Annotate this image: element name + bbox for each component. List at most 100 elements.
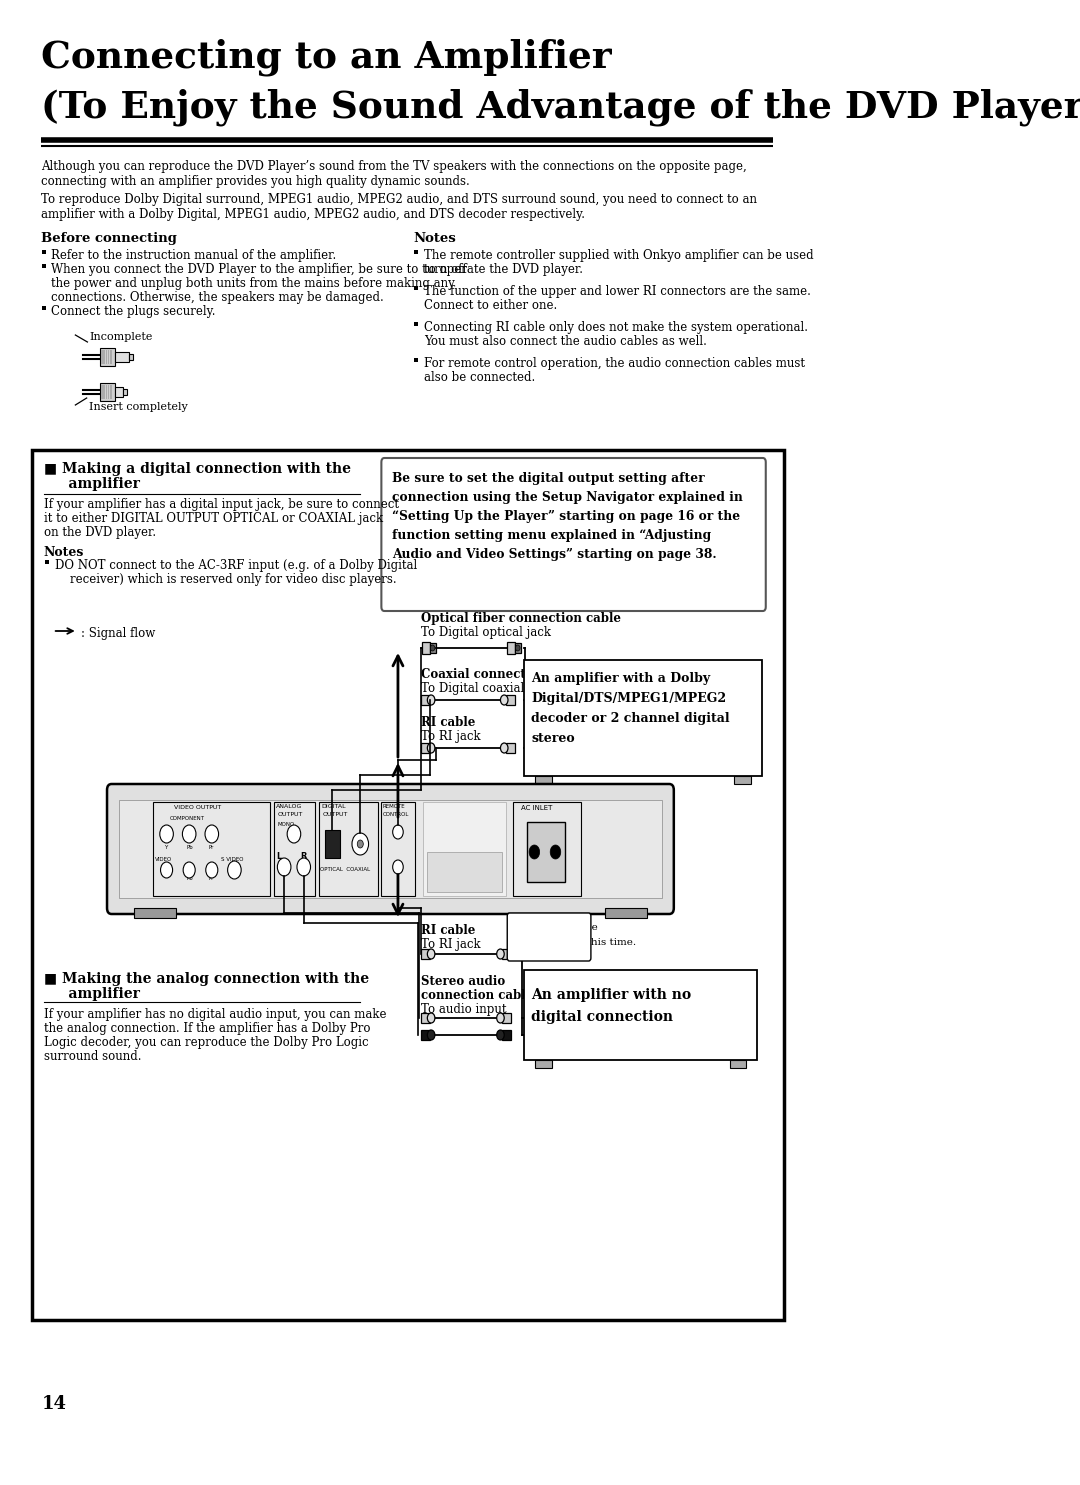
- Bar: [524, 659, 762, 777]
- Bar: [420, 1013, 430, 1023]
- Bar: [104, 350, 105, 364]
- Bar: [420, 742, 430, 753]
- Bar: [423, 802, 505, 895]
- Bar: [605, 907, 647, 918]
- Bar: [420, 1031, 430, 1040]
- Circle shape: [184, 861, 195, 878]
- Text: it to either DIGITAL OUTPUT OPTICAL or COAXIAL jack: it to either DIGITAL OUTPUT OPTICAL or C…: [43, 512, 382, 526]
- Circle shape: [428, 1013, 435, 1023]
- Text: connections. Otherwise, the speakers may be damaged.: connections. Otherwise, the speakers may…: [51, 291, 384, 304]
- Text: Connect the plugs securely.: Connect the plugs securely.: [51, 304, 216, 318]
- Circle shape: [393, 826, 403, 839]
- Bar: [527, 823, 565, 882]
- Text: To RI jack: To RI jack: [420, 939, 481, 950]
- Text: The function of the upper and lower RI connectors are the same.: The function of the upper and lower RI c…: [423, 285, 810, 298]
- Text: VIDEO: VIDEO: [154, 857, 172, 861]
- Text: on the DVD player.: on the DVD player.: [43, 526, 156, 539]
- Text: To Digital optical jack: To Digital optical jack: [420, 627, 551, 639]
- Text: Logic decoder, you can reproduce the Dolby Pro Logic: Logic decoder, you can reproduce the Dol…: [43, 1037, 368, 1048]
- Bar: [106, 385, 107, 399]
- Bar: [102, 350, 103, 364]
- Bar: [730, 1060, 746, 1068]
- Bar: [734, 777, 751, 784]
- Text: amplifier: amplifier: [43, 988, 139, 1001]
- Text: REMOTE: REMOTE: [383, 803, 405, 809]
- Text: To Digital coaxial jack: To Digital coaxial jack: [420, 682, 552, 695]
- Text: R: R: [300, 852, 307, 861]
- Text: DVD PLAYER: DVD PLAYER: [429, 826, 472, 832]
- Circle shape: [529, 845, 540, 858]
- Bar: [110, 385, 111, 399]
- Circle shape: [428, 742, 435, 753]
- Bar: [502, 949, 511, 959]
- Bar: [524, 970, 757, 1060]
- Circle shape: [428, 1031, 435, 1040]
- FancyBboxPatch shape: [107, 784, 674, 913]
- Circle shape: [183, 826, 195, 843]
- Text: You must also connect the audio cables as well.: You must also connect the audio cables a…: [423, 336, 706, 347]
- Text: Y: Y: [163, 845, 166, 849]
- Text: to operate the DVD player.: to operate the DVD player.: [423, 263, 582, 276]
- Bar: [422, 642, 430, 653]
- Bar: [108, 385, 109, 399]
- Bar: [104, 385, 105, 399]
- Bar: [515, 643, 521, 653]
- Circle shape: [278, 858, 291, 876]
- Text: OPTICAL  COAXIAL: OPTICAL COAXIAL: [321, 867, 370, 872]
- Text: CONTROL: CONTROL: [383, 812, 409, 817]
- Text: connection cable: connection cable: [420, 989, 532, 1002]
- Bar: [106, 350, 107, 364]
- Circle shape: [430, 644, 435, 650]
- Text: amplifier with a Dolby Digital, MPEG1 audio, MPEG2 audio, and DTS decoder respec: amplifier with a Dolby Digital, MPEG1 au…: [41, 208, 585, 221]
- Circle shape: [497, 949, 504, 959]
- Text: VIDEO OUTPUT: VIDEO OUTPUT: [174, 805, 221, 809]
- Bar: [116, 388, 123, 396]
- Text: Connecting to an Amplifier: Connecting to an Amplifier: [41, 39, 612, 76]
- Text: ANALOG: ANALOG: [275, 803, 302, 809]
- Text: Pb: Pb: [186, 876, 193, 881]
- Circle shape: [428, 949, 435, 959]
- Bar: [31, 450, 784, 1320]
- Text: Refer to the instruction manual of the amplifier.: Refer to the instruction manual of the a…: [51, 249, 337, 261]
- Text: also be connected.: also be connected.: [423, 371, 535, 385]
- Bar: [420, 949, 430, 959]
- Text: Before connecting: Before connecting: [41, 232, 177, 245]
- Text: DO NOT: DO NOT: [513, 924, 562, 933]
- Bar: [508, 642, 515, 653]
- Text: connecting with an amplifier provides you high quality dynamic sounds.: connecting with an amplifier provides yo…: [41, 175, 470, 189]
- Text: MODEL NO. DV-SP500: MODEL NO. DV-SP500: [426, 838, 494, 843]
- Text: ■ Making the analog connection with the: ■ Making the analog connection with the: [43, 973, 369, 986]
- Text: ONKYO®: ONKYO®: [430, 809, 481, 820]
- Circle shape: [497, 1031, 504, 1040]
- Text: Notes: Notes: [43, 546, 84, 558]
- Bar: [129, 353, 134, 359]
- Bar: [502, 1031, 511, 1040]
- Bar: [100, 347, 116, 365]
- Circle shape: [515, 644, 521, 650]
- Bar: [513, 802, 581, 895]
- Text: Pb: Pb: [186, 845, 193, 849]
- Text: Insert completely: Insert completely: [89, 402, 188, 411]
- Text: An amplifier with no
digital connection: An amplifier with no digital connection: [531, 988, 691, 1023]
- Circle shape: [393, 860, 403, 875]
- Text: : Signal flow: : Signal flow: [81, 627, 154, 640]
- Circle shape: [500, 695, 508, 705]
- Text: the analog connection. If the amplifier has a Dolby Pro: the analog connection. If the amplifier …: [43, 1022, 370, 1035]
- Bar: [102, 385, 103, 399]
- Text: Connecting RI cable only does not make the system operational.: Connecting RI cable only does not make t…: [423, 321, 808, 334]
- Text: To RI jack: To RI jack: [420, 731, 481, 742]
- Circle shape: [428, 695, 435, 705]
- Text: DIGITAL: DIGITAL: [321, 803, 346, 809]
- Text: DO NOT connect to the AC-3RF input (e.g. of a Dolby Digital: DO NOT connect to the AC-3RF input (e.g.…: [55, 558, 417, 572]
- Circle shape: [228, 861, 241, 879]
- Text: MONO: MONO: [278, 823, 295, 827]
- Bar: [535, 777, 552, 784]
- Text: connect the: connect the: [513, 924, 598, 933]
- Bar: [100, 383, 116, 401]
- Text: Connect to either one.: Connect to either one.: [423, 298, 557, 312]
- Circle shape: [297, 858, 311, 876]
- Text: the power and unplug both units from the mains before making any: the power and unplug both units from the…: [51, 278, 455, 290]
- FancyBboxPatch shape: [381, 457, 766, 610]
- Text: Pr: Pr: [208, 845, 214, 849]
- Text: RI cable: RI cable: [420, 716, 475, 729]
